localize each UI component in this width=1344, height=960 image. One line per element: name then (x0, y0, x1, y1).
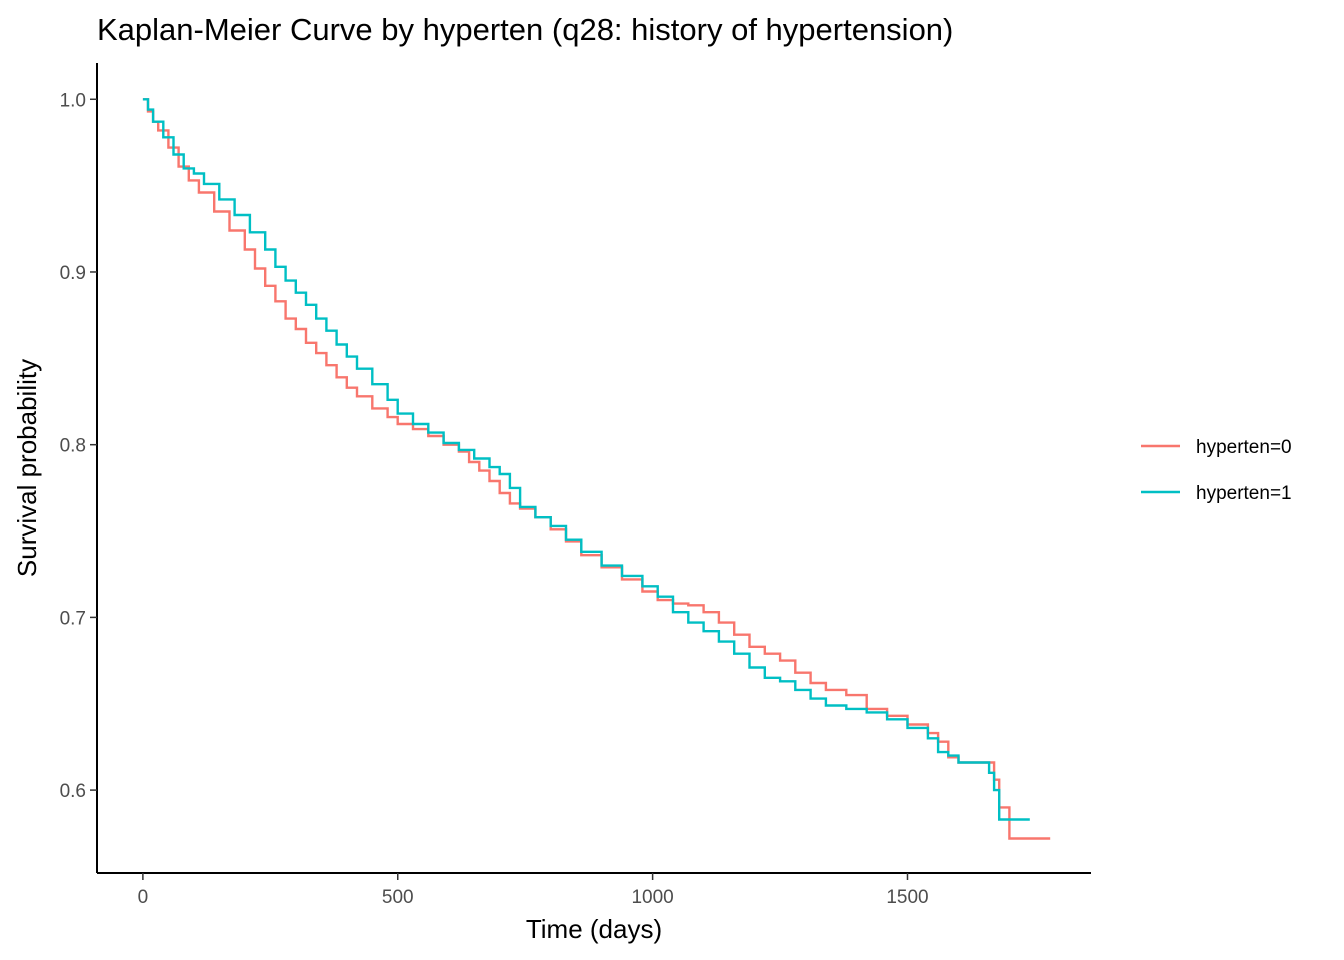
y-axis-title: Survival probability (12, 359, 42, 577)
x-axis-title: Time (days) (526, 914, 662, 944)
y-tick-label: 0.9 (60, 263, 86, 284)
x-tick-label: 1500 (886, 887, 928, 908)
x-tick-label: 1000 (631, 887, 673, 908)
plot-area (142, 98, 1051, 840)
y-tick-label: 1.0 (60, 90, 86, 111)
legend-label: hyperten=1 (1196, 483, 1292, 504)
x-ticks: 0 500 1000 1500 (138, 873, 929, 908)
legend: hyperten=0 hyperten=1 (1141, 437, 1292, 504)
y-tick-label: 0.7 (60, 608, 86, 629)
y-ticks: 0.6 0.7 0.8 0.9 1.0 (60, 90, 97, 802)
x-tick-label: 0 (138, 887, 149, 908)
legend-label: hyperten=0 (1196, 437, 1292, 458)
series-line-hyperten=1 (142, 98, 1030, 821)
y-tick-label: 0.8 (60, 436, 86, 457)
axes (96, 63, 1091, 874)
chart-title: Kaplan-Meier Curve by hyperten (q28: his… (97, 12, 953, 47)
y-tick-label: 0.6 (60, 781, 86, 802)
x-tick-label: 500 (382, 887, 414, 908)
